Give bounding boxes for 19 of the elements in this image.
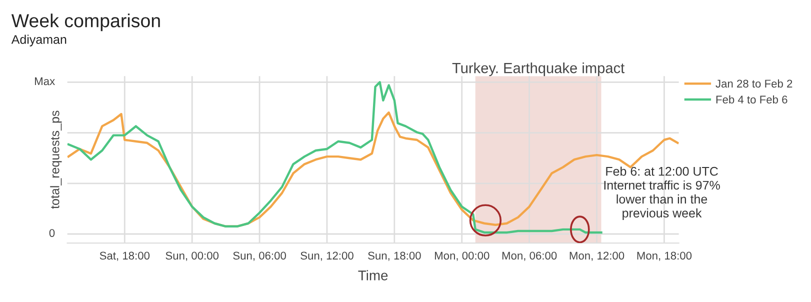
- legend-label: Feb 4 to Feb 6: [716, 95, 788, 104]
- text: 0: [49, 229, 55, 237]
- x-tick-label: Sun, 18:00: [368, 252, 421, 261]
- y-axis-title: total_requests_ps: [50, 110, 62, 209]
- chart-title: Week comparison: [11, 14, 160, 32]
- x-tick-label: Mon, 12:00: [570, 252, 624, 261]
- band-label: Turkey. Earthquake impact: [452, 62, 625, 76]
- x-tick-label: Mon, 06:00: [502, 252, 557, 261]
- x-axis-title: Time: [358, 270, 388, 280]
- x-tick-label: Mon, 18:00: [637, 252, 692, 261]
- chart-subtitle: Adiyaman: [11, 34, 66, 46]
- x-tick-label: Sun, 12:00: [300, 252, 354, 261]
- x-tick-label: Sun, 06:00: [233, 252, 286, 261]
- legend-label: Jan 28 to Feb 2: [716, 79, 792, 88]
- x-tick-label: Mon, 00:00: [434, 252, 490, 261]
- x-tick-label: Sun, 00:00: [166, 252, 219, 261]
- x-tick-label: Sat, 18:00: [100, 252, 150, 261]
- annotation: Feb 6: at 12:00 UTC Internet traffic is 97% lower than in the previous week: [604, 166, 720, 220]
- text: Max: [35, 77, 55, 86]
